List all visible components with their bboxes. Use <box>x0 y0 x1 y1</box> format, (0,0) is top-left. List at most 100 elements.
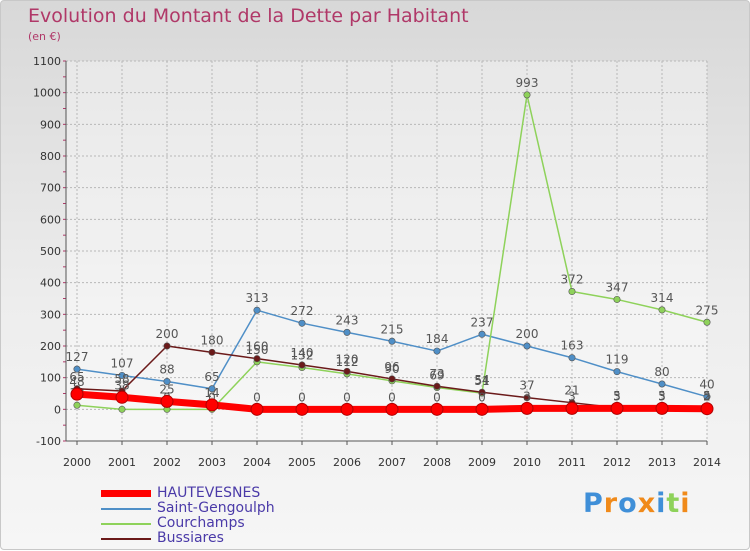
data-label: 200 <box>516 327 539 341</box>
data-label: 275 <box>696 303 719 317</box>
x-tick-label: 2002 <box>153 456 181 469</box>
logo-letter: i <box>656 488 667 519</box>
data-point <box>298 319 306 327</box>
data-point <box>433 347 441 355</box>
y-tick-label: -100 <box>36 435 61 448</box>
data-label: 14 <box>204 386 219 400</box>
data-point <box>388 337 396 345</box>
data-point <box>208 385 216 393</box>
data-point <box>430 402 444 416</box>
legend-swatch <box>101 508 151 510</box>
x-tick-label: 2009 <box>468 456 496 469</box>
data-label: 112 <box>336 355 359 369</box>
x-tick-label: 2011 <box>558 456 586 469</box>
data-point <box>253 306 261 314</box>
legend-swatch <box>101 490 151 497</box>
data-point <box>703 318 711 326</box>
data-label: 0 <box>208 390 216 404</box>
data-label: 237 <box>471 315 494 329</box>
data-label: 163 <box>561 339 584 353</box>
data-point <box>610 401 624 415</box>
x-tick-label: 2004 <box>243 456 271 469</box>
logo-letter: i <box>680 488 691 519</box>
data-point <box>118 371 126 379</box>
data-point <box>205 398 219 412</box>
data-label: 25 <box>159 382 174 396</box>
logo-letter: o <box>618 488 638 519</box>
data-label: 48 <box>69 375 84 389</box>
data-label: 107 <box>111 356 134 370</box>
data-label: 5 <box>613 389 621 403</box>
data-label: 0 <box>433 390 441 404</box>
proxiti-logo: Proxiti <box>583 488 691 519</box>
data-point <box>160 394 174 408</box>
y-tick-label: 1000 <box>33 87 61 100</box>
data-label: 0 <box>253 390 261 404</box>
data-point <box>343 328 351 336</box>
data-label: 0 <box>478 390 486 404</box>
data-label: 21 <box>564 384 579 398</box>
legend-swatch <box>101 523 151 525</box>
data-label: 80 <box>654 365 669 379</box>
x-tick-label: 2000 <box>63 456 91 469</box>
data-label: 65 <box>204 370 219 384</box>
data-point <box>163 377 171 385</box>
data-label: 272 <box>291 304 314 318</box>
legend-label: Courchamps <box>157 515 245 531</box>
data-point <box>115 390 129 404</box>
x-tick-label: 2008 <box>423 456 451 469</box>
logo-letter: P <box>583 488 604 519</box>
data-point <box>478 330 486 338</box>
data-point <box>208 348 216 356</box>
data-point <box>250 402 264 416</box>
data-point <box>475 402 489 416</box>
x-tick-label: 2005 <box>288 456 316 469</box>
chart-title: Evolution du Montant de la Dette par Hab… <box>28 5 469 27</box>
data-point <box>388 375 396 383</box>
data-label: 51 <box>474 374 489 388</box>
data-point <box>73 365 81 373</box>
data-point <box>163 342 171 350</box>
data-label: 243 <box>336 313 359 327</box>
x-tick-label: 2007 <box>378 456 406 469</box>
data-label: 372 <box>561 273 584 287</box>
data-point <box>565 401 579 415</box>
data-point <box>295 402 309 416</box>
data-label: 119 <box>606 353 629 367</box>
data-label: 127 <box>66 350 89 364</box>
data-label: 314 <box>651 291 674 305</box>
y-tick-label: 400 <box>40 277 61 290</box>
data-label: 3 <box>568 389 576 403</box>
data-point <box>385 402 399 416</box>
data-label: 140 <box>291 346 314 360</box>
y-tick-label: 700 <box>40 182 61 195</box>
x-tick-label: 2003 <box>198 456 226 469</box>
data-label: 58 <box>114 372 129 386</box>
data-point <box>520 401 534 415</box>
y-tick-label: 600 <box>40 213 61 226</box>
data-label: 313 <box>246 291 269 305</box>
legend-item: Saint-Gengoulph <box>101 500 321 516</box>
data-label: 54 <box>474 373 489 387</box>
data-label: 120 <box>336 352 359 366</box>
y-tick-label: 0 <box>54 403 61 416</box>
data-label: 0 <box>388 390 396 404</box>
data-point <box>253 355 261 363</box>
data-label: 180 <box>201 333 224 347</box>
data-label: 132 <box>291 349 314 363</box>
data-point <box>655 401 669 415</box>
legend-label: Saint-Gengoulph <box>157 500 275 516</box>
data-point <box>568 288 576 296</box>
data-label: 3 <box>613 389 621 403</box>
data-label: 38 <box>114 378 129 392</box>
y-tick-label: 100 <box>40 372 61 385</box>
data-point <box>298 361 306 369</box>
data-label: 5 <box>703 389 711 403</box>
x-tick-label: 2013 <box>648 456 676 469</box>
data-label: 0 <box>343 390 351 404</box>
data-point <box>613 295 621 303</box>
logo-letter: x <box>637 488 657 519</box>
data-point <box>523 394 531 402</box>
